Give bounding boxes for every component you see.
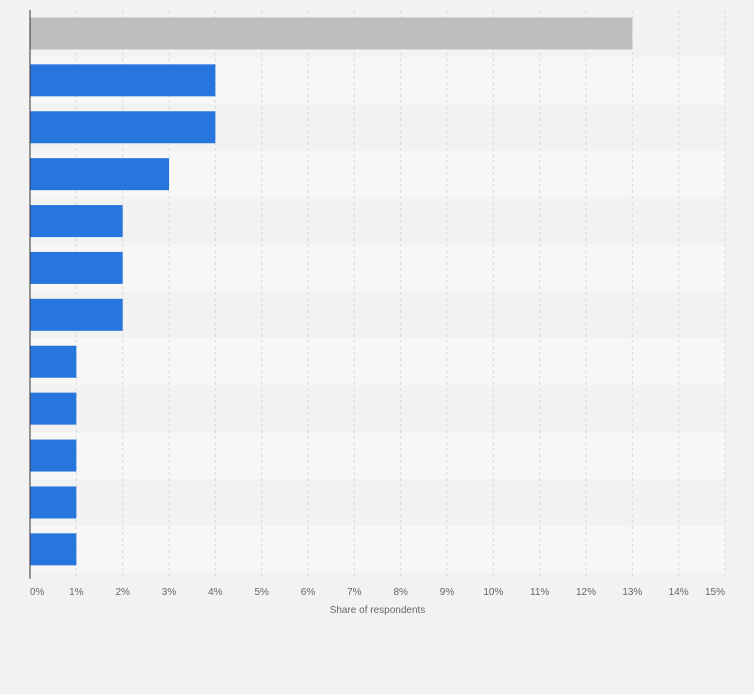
bar — [30, 533, 77, 566]
bar — [30, 298, 123, 331]
x-tick-label: 9% — [440, 587, 455, 598]
row-band — [30, 479, 725, 526]
bar — [30, 111, 216, 144]
row-band — [30, 525, 725, 573]
x-tick-label: 10% — [483, 587, 503, 598]
x-axis-label: Share of respondents — [330, 605, 426, 616]
bar — [30, 158, 169, 191]
row-band — [30, 197, 725, 245]
bar — [30, 392, 77, 425]
x-tick-label: 13% — [622, 587, 642, 598]
x-tick-label: 11% — [530, 587, 549, 598]
row-bands — [30, 10, 725, 573]
bars — [30, 17, 633, 566]
x-tick-label: 8% — [393, 587, 408, 598]
x-tick-label: 12% — [576, 587, 596, 598]
bar — [30, 439, 77, 472]
x-tick-label: 14% — [669, 587, 689, 598]
x-tick-label: 3% — [162, 587, 177, 598]
x-tick-label: 4% — [208, 587, 223, 598]
row-band — [30, 291, 725, 339]
x-axis-ticks: 0% 1% 2% 3% 4% 5% 6% 7% 8% 9% 10% 11% 12% 13% 14% 15% — [30, 587, 725, 598]
row-band — [30, 338, 725, 386]
x-tick-label: 7% — [347, 587, 362, 598]
x-tick-label: 15% — [705, 587, 725, 598]
row-band — [30, 244, 725, 292]
bar — [30, 17, 633, 50]
x-tick-label: 5% — [254, 587, 269, 598]
x-tick-label: 6% — [301, 587, 316, 598]
x-tick-label: 2% — [115, 587, 130, 598]
x-tick-label: 0% — [30, 587, 45, 598]
bar — [30, 486, 77, 519]
gridlines — [75, 10, 726, 579]
bar — [30, 345, 77, 378]
bar — [30, 205, 123, 238]
x-tick-label: 1% — [69, 587, 84, 598]
bar — [30, 64, 216, 97]
row-band — [30, 385, 725, 433]
bar — [30, 251, 123, 284]
row-band — [30, 432, 725, 479]
